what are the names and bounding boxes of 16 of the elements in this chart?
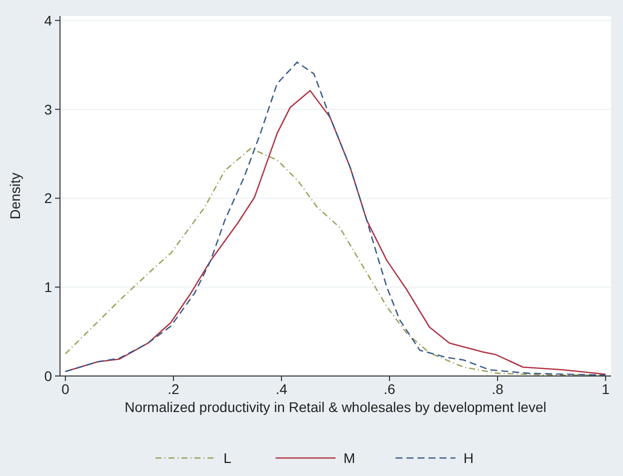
y-tick-label: 1 xyxy=(44,279,52,296)
legend-label: L xyxy=(224,450,232,466)
y-axis-title: Density xyxy=(7,172,23,220)
y-tick-label: 0 xyxy=(44,368,52,384)
x-tick-label: .4 xyxy=(276,381,288,397)
x-tick-label: 0 xyxy=(62,381,70,397)
legend-label: H xyxy=(464,450,474,466)
x-tick-label: .2 xyxy=(168,381,180,397)
x-tick-label: .8 xyxy=(492,381,504,397)
x-axis-title: Normalized productivity in Retail & wholesales by development level xyxy=(124,399,546,415)
y-tick-label: 4 xyxy=(44,12,52,28)
legend-label: M xyxy=(344,450,356,466)
x-tick-label: .6 xyxy=(384,381,396,397)
x-tick-label: 1 xyxy=(602,381,610,397)
y-tick-label: 3 xyxy=(44,101,52,118)
y-tick-label: 2 xyxy=(44,190,52,206)
